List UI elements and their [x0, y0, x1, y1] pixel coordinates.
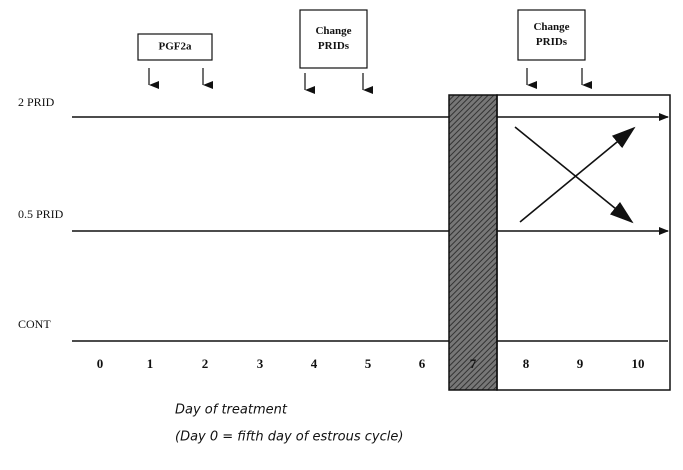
- day-label: 2: [202, 356, 209, 371]
- day-label: 9: [577, 356, 584, 371]
- event-box: [517, 9, 586, 61]
- axis-title: Day of treatment: [175, 403, 288, 418]
- group-label: 2 PRID: [18, 95, 55, 109]
- group-label: 0.5 PRID: [18, 207, 64, 221]
- day-label: 6: [419, 356, 426, 371]
- axis-note: (Day 0 = fifth day of estrous cycle): [175, 430, 403, 445]
- day-label: 1: [147, 356, 154, 371]
- hatched-day: [448, 94, 498, 391]
- day-label: 5: [365, 356, 372, 371]
- event-label: PRIDs: [318, 40, 350, 52]
- day-label: 8: [523, 356, 530, 371]
- day-label: 10: [632, 356, 645, 371]
- day-label: 0: [97, 356, 104, 371]
- switch-arrow: [514, 126, 634, 224]
- day-label: 7: [470, 356, 477, 371]
- event-box: [299, 9, 368, 69]
- event-label: Change: [315, 25, 351, 37]
- treatment-box: [496, 94, 671, 391]
- event-label: Change: [533, 21, 569, 33]
- event-label: PRIDs: [536, 36, 568, 48]
- event-label: PGF2a: [159, 41, 192, 53]
- group-label: CONT: [18, 317, 51, 331]
- event-box: [137, 33, 213, 61]
- day-label: 4: [311, 356, 318, 371]
- day-label: 3: [257, 356, 264, 371]
- switch-arrow: [519, 126, 636, 223]
